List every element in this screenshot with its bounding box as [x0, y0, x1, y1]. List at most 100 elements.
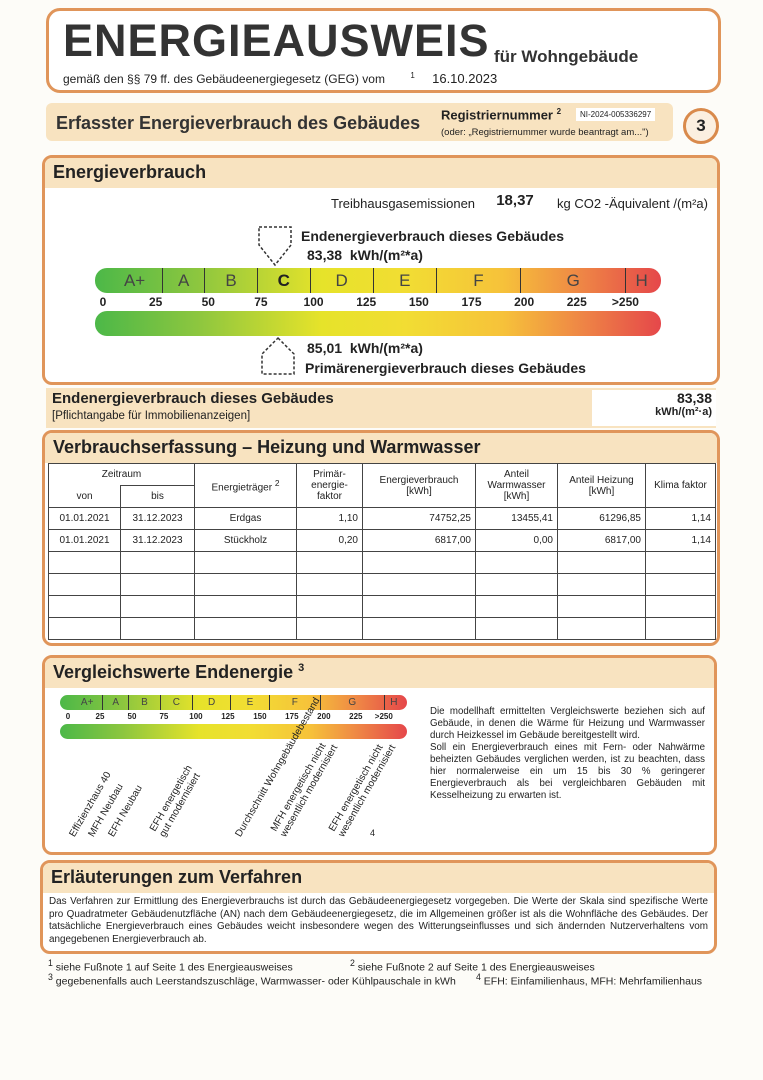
table-row — [48, 617, 716, 640]
tick-label: 50 — [201, 295, 215, 309]
table-row: 01.01.2021 31.12.2023 Stückholz 0,20 6817,00… — [48, 529, 716, 552]
table-cell — [645, 573, 716, 596]
tick-label: 0 — [99, 295, 107, 309]
tick-label: 75 — [159, 712, 169, 721]
table-cell: 13455,41 — [475, 507, 558, 530]
class-D: D — [191, 695, 230, 710]
footnote-4: 4 EFH: Einfamilienhaus, MFH: Mehrfamilie… — [476, 972, 703, 988]
class-C: C — [159, 695, 192, 710]
mandatory-value-row: Endenergieverbrauch dieses Gebäudes [Pfl… — [46, 388, 716, 428]
table-cell — [362, 551, 476, 574]
table-cell — [475, 573, 558, 596]
table-cell: Erdgas — [194, 507, 297, 530]
explanation-text: Das Verfahren zur Ermittlung des Energie… — [49, 896, 708, 945]
mandatory-value: 83,38 — [676, 390, 712, 406]
tick-label: 150 — [408, 295, 429, 309]
col-zeitraum: Zeitraum — [48, 463, 195, 486]
col-warmwasser: Anteil Warmwasser [kWh] — [475, 463, 558, 508]
mandatory-unit: kWh/(m²·a) — [655, 406, 712, 418]
class-E: E — [230, 695, 268, 710]
tick-label: 25 — [95, 712, 105, 721]
table-cell — [296, 551, 363, 574]
class-C: C — [256, 268, 310, 293]
tick-label: >250 — [611, 295, 639, 309]
table-cell — [296, 595, 363, 618]
table-cell: 0,00 — [475, 529, 558, 552]
footnote-2: 2 siehe Fußnote 2 auf Seite 1 des Energi… — [350, 958, 595, 974]
footnote-3: 3 gegebenenfalls auch Leerstandszuschläg… — [48, 972, 456, 988]
table-cell: 1,14 — [645, 529, 716, 552]
table-cell: 6817,00 — [557, 529, 646, 552]
ghg-label: Treibhausgasemissionen — [331, 196, 476, 211]
comparison-scale-bottom — [60, 724, 407, 739]
table-cell: 1,14 — [645, 507, 716, 530]
consumption-table: Zeitraum Energieträger 2 Primär- energie… — [48, 463, 716, 640]
law-line: gemäß den §§ 79 ff. des Gebäudeenergiege… — [63, 71, 497, 86]
comparison-ticks: 0 25 50 75 100 125 150 175 200 225 >250 — [60, 712, 407, 724]
comparison-panel: Vergleichswerte Endenergie 3 A+ A B C D E F G H … — [42, 655, 717, 855]
prim-unit: kWh/(m²*a) — [349, 340, 423, 356]
table-cell — [557, 595, 646, 618]
page-number-badge: 3 — [683, 108, 719, 144]
col-verbrauch: Energieverbrauch [kWh] — [362, 463, 476, 508]
footnote-text: siehe Fußnote 1 auf Seite 1 des Energiea… — [55, 961, 293, 974]
table-row — [48, 595, 716, 618]
table-cell — [645, 595, 716, 618]
footnote-text: siehe Fußnote 2 auf Seite 1 des Energiea… — [357, 961, 595, 974]
table-row: 01.01.2021 31.12.2023 Erdgas 1,10 74752,25 13… — [48, 507, 716, 530]
table-cell — [475, 595, 558, 618]
class-E: E — [372, 268, 436, 293]
section-bar: Erfasster Energieverbrauch des Gebäudes … — [46, 103, 673, 141]
table-cell — [296, 573, 363, 596]
comparison-label: EFH energetisch gut modernisiert — [147, 763, 203, 839]
table-cell — [557, 551, 646, 574]
comparison-text-2: Soll ein Energieverbrauch eines mit Fern… — [430, 742, 705, 801]
tick-label: >250 — [374, 712, 393, 721]
comparison-scale-top: A+ A B C D E F G H — [60, 695, 407, 710]
tick-label: 0 — [65, 712, 71, 721]
class-H: H — [383, 695, 403, 710]
document-subtitle: für Wohngebäude — [494, 47, 639, 66]
table-cell — [645, 551, 716, 574]
tick-label: 200 — [317, 712, 331, 721]
comparison-text-1: Die modellhaft ermittelten Vergleichswer… — [430, 706, 705, 741]
table-cell — [362, 617, 476, 640]
panel-title: Energieverbrauch — [45, 158, 717, 188]
table-cell — [48, 617, 121, 640]
table-cell — [362, 573, 476, 596]
table-row — [48, 573, 716, 596]
mandatory-title: Endenergieverbrauch dieses Gebäudes — [52, 390, 334, 407]
table-cell — [120, 617, 195, 640]
table-cell — [194, 573, 297, 596]
panel-title: Verbrauchserfassung – Heizung und Warmwa… — [45, 433, 717, 463]
energy-scale-top: A+ A B C D E F G H — [95, 268, 661, 293]
table-cell: 61296,85 — [557, 507, 646, 530]
tick-label: 75 — [254, 295, 268, 309]
col-primaer: Primär- energie- faktor — [296, 463, 363, 508]
table-cell — [475, 617, 558, 640]
comparison-footnote: 4 — [370, 828, 376, 838]
table-cell — [48, 595, 121, 618]
footnote-text: EFH: Einfamilienhaus, MFH: Mehrfamilienh… — [483, 975, 703, 988]
end-value-line: 83,38 kWh/(m²*a) — [307, 247, 423, 263]
footnote-ref: 2 — [274, 477, 280, 488]
table-cell: 0,20 — [296, 529, 363, 552]
class-A+: A+ — [123, 271, 146, 290]
tick-label: 200 — [514, 295, 535, 309]
tick-label: 100 — [189, 712, 203, 721]
mandatory-note: [Pflichtangabe für Immobilienanzeigen] — [52, 410, 251, 422]
comparison-text: Die modellhaft ermittelten Vergleichswer… — [430, 706, 705, 802]
class-B: B — [204, 268, 257, 293]
class-A: A — [102, 695, 128, 710]
ghg-value: 18,37 — [485, 192, 545, 209]
table-cell — [645, 617, 716, 640]
tick-label: 125 — [356, 295, 377, 309]
reg-label: Registriernummer — [441, 107, 553, 123]
energy-consumption-panel: Energieverbrauch Treibhausgasemissionen … — [42, 155, 720, 385]
col-bis: bis — [120, 485, 195, 508]
class-H: H — [625, 268, 657, 293]
table-cell: Stückholz — [194, 529, 297, 552]
tick-label: 25 — [148, 295, 163, 309]
table-cell — [557, 617, 646, 640]
table-cell: 01.01.2021 — [48, 507, 121, 530]
